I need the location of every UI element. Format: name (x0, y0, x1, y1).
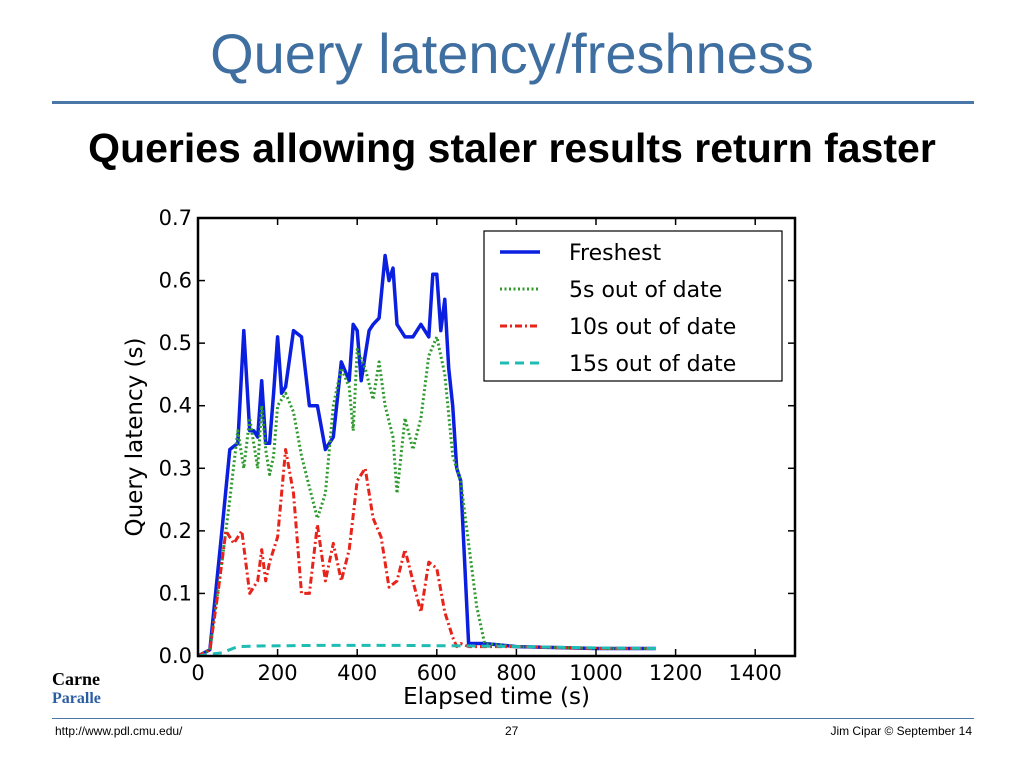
legend-box (483, 230, 783, 382)
series-line-3 (197, 448, 656, 658)
legend-label-2: 5s out of date (569, 278, 722, 303)
y-tick-label: 0.0 (159, 644, 192, 668)
footer-divider (52, 718, 974, 719)
y-tick-label: 0.5 (159, 331, 192, 355)
page-number: 27 (505, 724, 519, 738)
university-logo: Carne Paralle (52, 669, 101, 707)
x-tick-label: 1000 (569, 661, 622, 685)
logo-text-line-2: Paralle (52, 689, 101, 707)
legend-label-4: 15s out of date (569, 352, 736, 377)
y-tick-label: 0.6 (159, 269, 192, 293)
x-tick-label: 600 (417, 661, 457, 685)
footer-url[interactable]: http://www.pdl.cmu.edu/ (55, 724, 183, 738)
legend-label-3: 10s out of date (569, 315, 736, 340)
y-tick-label: 0.7 (159, 206, 192, 230)
y-tick-label: 0.1 (159, 581, 192, 605)
y-axis-label: Query latency (s) (122, 338, 148, 537)
x-axis-label: Elapsed time (s) (403, 684, 590, 710)
slide-subtitle: Queries allowing staler results return f… (88, 125, 936, 171)
x-tick-label: 200 (258, 661, 298, 685)
y-tick-label: 0.2 (159, 519, 192, 543)
series-line-2 (197, 335, 656, 658)
footer-credit: Jim Cipar © September 14 (830, 724, 972, 738)
y-tick-label: 0.4 (159, 394, 192, 418)
x-tick-label: 400 (337, 661, 377, 685)
slide-title: Query latency/freshness (210, 22, 814, 85)
x-tick-label: 1400 (728, 661, 781, 685)
y-tick-label: 0.3 (159, 456, 192, 480)
x-tick-label: 800 (496, 661, 536, 685)
x-tick-label: 0 (191, 661, 204, 685)
x-tick-label: 1200 (649, 661, 702, 685)
plot-frame (196, 216, 797, 658)
title-divider (52, 101, 974, 104)
logo-text-line-1: Carne (52, 669, 100, 689)
series-line-4 (197, 643, 656, 658)
legend-label-1: Freshest (569, 241, 662, 266)
series-line-1 (197, 253, 656, 658)
